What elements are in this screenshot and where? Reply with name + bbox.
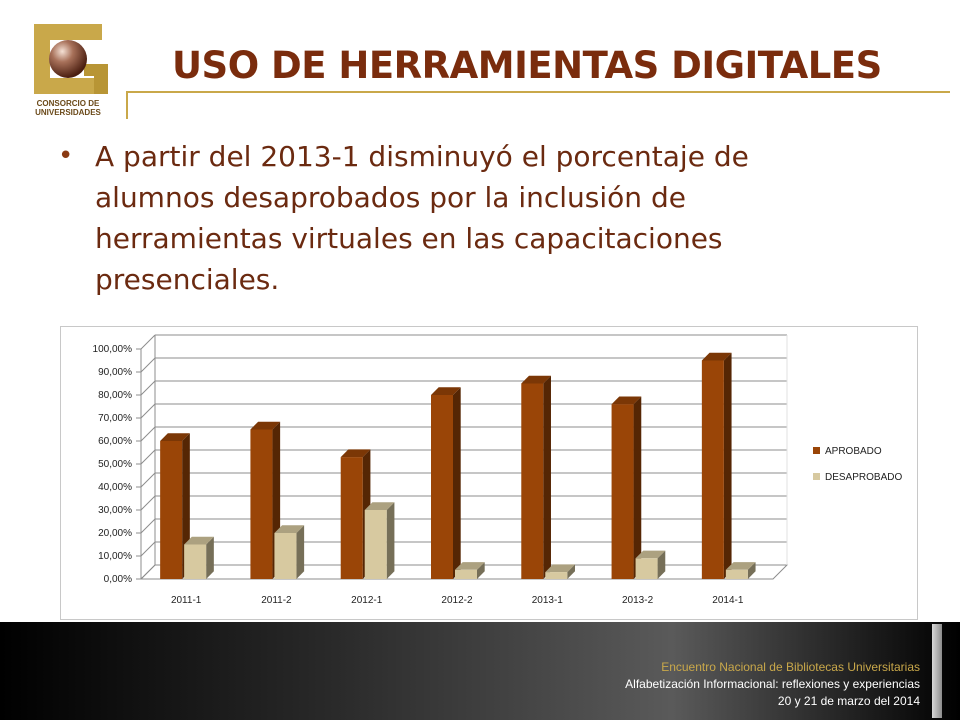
x-tick-label: 2011-2 xyxy=(261,595,292,606)
bar-side-desaprobado xyxy=(477,562,485,579)
y-tick-label: 60,00% xyxy=(98,436,132,447)
bar-side-aprobado xyxy=(723,352,732,579)
logo-text-line-1: CONSORCIO DE xyxy=(37,99,100,108)
bar-chart: 0,00% 10,00% 20,00% 30,00% 40,00% 50,00% 60,00… xyxy=(93,334,902,606)
gridline-depth xyxy=(140,472,156,488)
bar-top-desaprobado xyxy=(184,536,214,545)
bar-desaprobado xyxy=(725,569,748,579)
bar-top-aprobado xyxy=(160,433,190,441)
x-tick-label: 2012-2 xyxy=(441,595,473,606)
footer-event-date: 20 y 21 de marzo del 2014 xyxy=(777,694,920,708)
gridline-depth xyxy=(140,357,156,373)
y-tick-label: 20,00% xyxy=(98,528,132,539)
gridline-depth xyxy=(140,426,156,442)
bar-side-desaprobado xyxy=(206,536,214,579)
legend-label-desaprobado: DESAPROBADO xyxy=(825,472,902,483)
y-tick-label: 90,00% xyxy=(98,367,132,378)
bar-side-aprobado xyxy=(453,387,461,579)
bar-top-desaprobado xyxy=(725,562,756,570)
bar-side-desaprobado xyxy=(567,564,575,579)
y-tick-label: 100,00% xyxy=(93,344,133,355)
legend-swatch-aprobado xyxy=(813,447,820,454)
bar-side-desaprobado xyxy=(386,502,395,579)
footer-event-subtitle: Alfabetización Informacional: reflexione… xyxy=(625,677,920,691)
bar-top-aprobado xyxy=(250,421,281,430)
y-tick-label: 10,00% xyxy=(98,551,132,562)
bar-top-desaprobado xyxy=(545,564,575,573)
footer-text: Encuentro Nacional de Bibliotecas Univer… xyxy=(625,659,920,710)
gridline-depth xyxy=(140,495,156,511)
y-tick-label: 50,00% xyxy=(98,459,132,470)
bar-side-aprobado xyxy=(633,396,642,579)
bar-desaprobado xyxy=(274,533,297,579)
bar-side-desaprobado xyxy=(657,550,666,579)
bar-top-desaprobado xyxy=(364,502,395,510)
header-rule-vertical xyxy=(126,91,128,119)
x-tick-label: 2012-1 xyxy=(351,595,383,606)
footer-band xyxy=(0,622,960,720)
bar-desaprobado xyxy=(364,510,387,579)
consorcio-logo: CONSORCIO DE UNIVERSIDADES xyxy=(34,24,108,117)
gridline-depth xyxy=(140,449,156,465)
x-tick-label: 2013-2 xyxy=(622,595,654,606)
header-rule xyxy=(126,91,950,93)
logo-sphere xyxy=(49,40,87,78)
bar-top-desaprobado xyxy=(635,550,666,559)
bar-top-aprobado xyxy=(340,449,371,458)
y-tick-label: 40,00% xyxy=(98,482,132,493)
y-tick-label: 80,00% xyxy=(98,390,132,401)
bar-aprobado xyxy=(340,457,363,579)
legend-swatch-desaprobado xyxy=(813,473,820,480)
gridline-depth xyxy=(140,403,156,419)
bar-aprobado xyxy=(611,404,634,579)
bar-top-aprobado xyxy=(521,375,551,384)
bar-top-desaprobado xyxy=(274,525,305,533)
bar-top-desaprobado xyxy=(455,562,485,570)
bar-side-aprobado xyxy=(543,375,551,579)
bullet-marker: • xyxy=(58,141,74,171)
bar-desaprobado xyxy=(455,569,477,579)
bar-aprobado xyxy=(431,395,453,579)
footer-page-edge xyxy=(932,624,942,718)
bullet-point: • A partir del 2013-1 disminuyó el porce… xyxy=(58,136,858,300)
gridline-depth xyxy=(140,518,156,534)
bar-desaprobado xyxy=(184,544,207,579)
gridline-depth xyxy=(140,380,156,396)
bar-desaprobado xyxy=(635,558,658,579)
bar-side-desaprobado xyxy=(296,525,305,579)
bar-aprobado xyxy=(160,441,183,579)
bar-aprobado xyxy=(521,383,544,579)
y-tick-label: 30,00% xyxy=(98,505,132,516)
gridline-depth xyxy=(140,541,156,557)
bar-desaprobado xyxy=(545,572,568,579)
y-tick-label: 0,00% xyxy=(104,574,132,585)
bar-side-desaprobado xyxy=(747,562,756,579)
y-tick-label: 70,00% xyxy=(98,413,132,424)
bar-top-aprobado xyxy=(701,352,732,361)
slide-title: USO DE HERRAMIENTAS DIGITALES xyxy=(172,44,882,87)
x-tick-label: 2013-1 xyxy=(532,595,564,606)
bullet-text: A partir del 2013-1 disminuyó el porcent… xyxy=(95,140,749,296)
logo-g-tail xyxy=(84,64,108,94)
bar-top-aprobado xyxy=(611,396,642,405)
x-tick-label: 2014-1 xyxy=(712,595,744,606)
x-tick-label: 2011-1 xyxy=(171,595,202,606)
footer-event-name: Encuentro Nacional de Bibliotecas Univer… xyxy=(661,660,920,674)
bar-aprobado xyxy=(701,360,724,579)
bar-aprobado xyxy=(250,429,273,579)
bar-top-aprobado xyxy=(431,387,461,395)
logo-text-line-2: UNIVERSIDADES xyxy=(35,108,101,117)
gridline-depth xyxy=(140,334,156,350)
legend-label-aprobado: APROBADO xyxy=(825,446,882,457)
chart-frame: 0,00% 10,00% 20,00% 30,00% 40,00% 50,00% 60,00… xyxy=(60,326,918,620)
